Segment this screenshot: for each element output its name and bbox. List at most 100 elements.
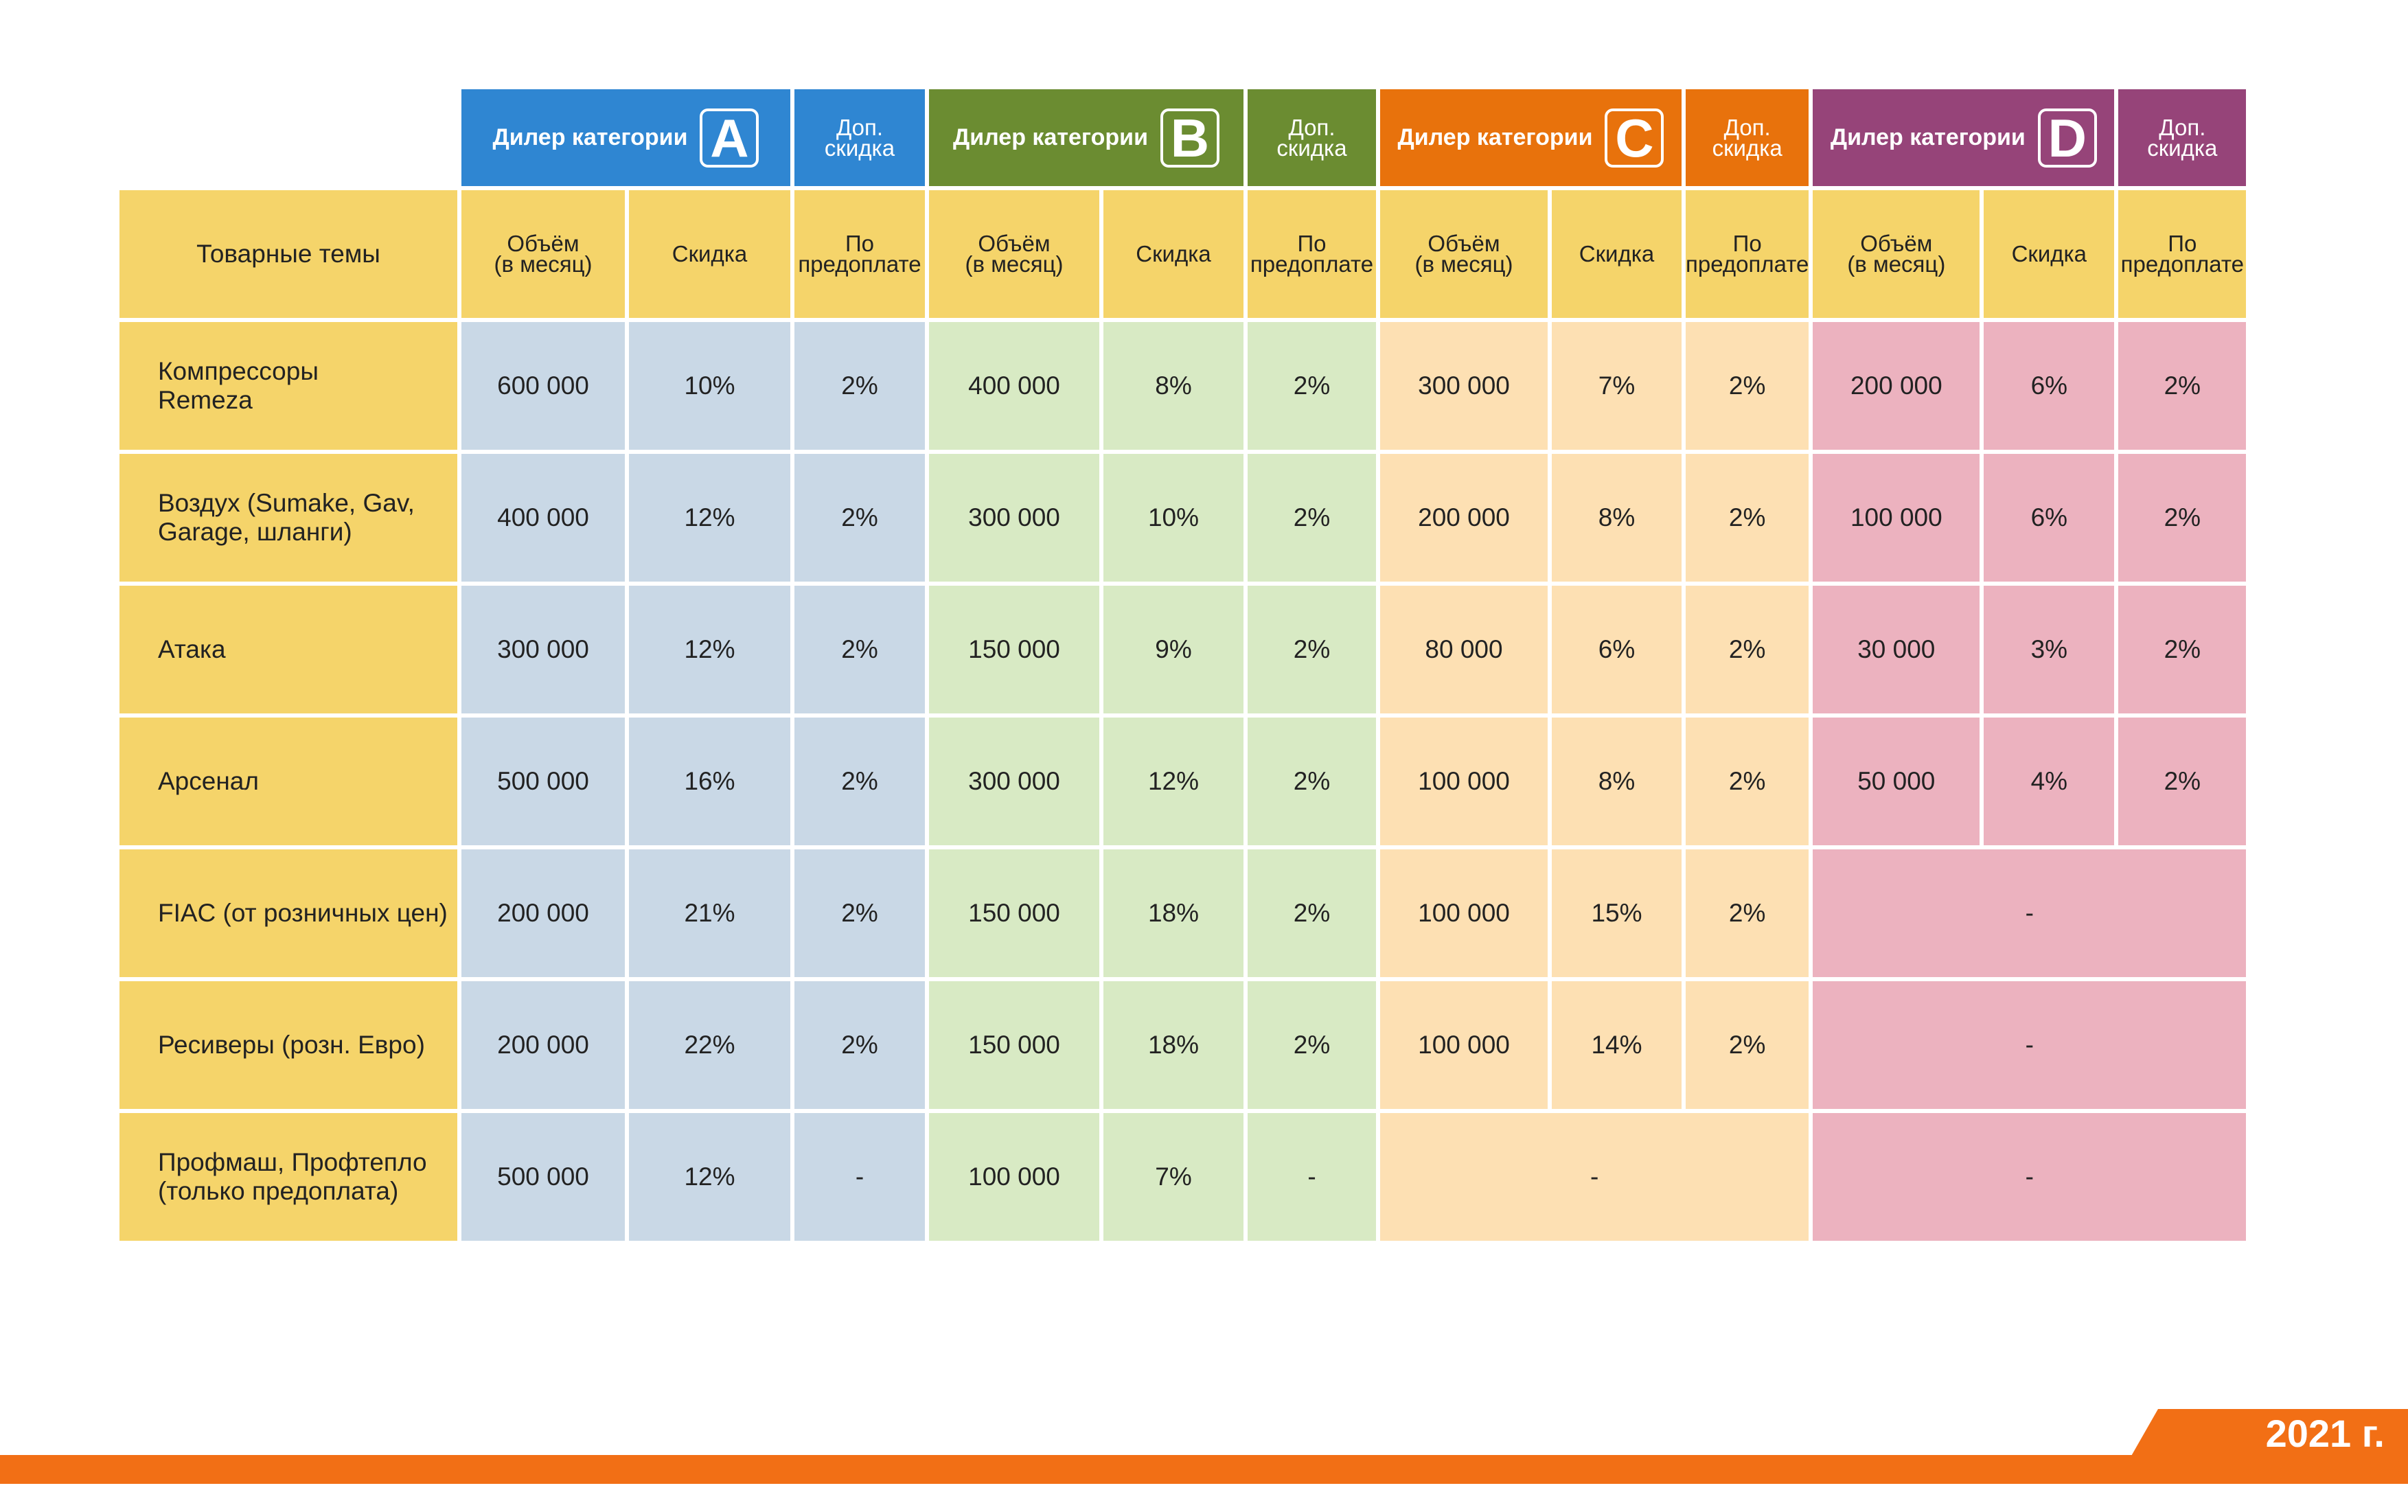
merged-empty-cell: - (1813, 1113, 2247, 1241)
table-row: Компрессоры Remeza 600 000 10% 2% 400 000… (119, 322, 2247, 450)
data-cell: 8% (1103, 322, 1243, 450)
category-a-header: Дилер категории A (461, 89, 790, 186)
data-cell: 2% (1248, 718, 1376, 845)
data-cell: 2% (2118, 718, 2247, 845)
data-cell: 12% (1103, 718, 1243, 845)
dealer-discount-table: Дилер категории A Доп. скидка Дилер кате… (115, 85, 2250, 1245)
data-cell: 100 000 (929, 1113, 1099, 1241)
data-cell: 14% (1552, 981, 1682, 1109)
table-row: Воздух (Sumake, Gav, Garage, шланги) 400 … (119, 454, 2247, 582)
volume-header: Объём (в месяц) (929, 190, 1099, 318)
data-cell: 7% (1103, 1113, 1243, 1241)
data-cell: 50 000 (1813, 718, 1980, 845)
data-cell: 2% (1686, 981, 1809, 1109)
product-topic-cell: Компрессоры Remeza (119, 322, 457, 450)
data-cell: 21% (629, 849, 790, 977)
category-b-extra-discount: Доп. скидка (1248, 89, 1376, 186)
data-cell: 150 000 (929, 849, 1099, 977)
product-topic-cell: Арсенал (119, 718, 457, 845)
data-cell: 16% (629, 718, 790, 845)
data-cell: 12% (629, 586, 790, 713)
data-cell: 2% (1248, 586, 1376, 713)
prepay-header: По предоплате (1686, 190, 1809, 318)
data-cell: 2% (1248, 849, 1376, 977)
data-cell: 9% (1103, 586, 1243, 713)
table-row: Ресиверы (розн. Евро) 200 000 22% 2% 150… (119, 981, 2247, 1109)
table-row: Профмаш, Профтепло (только предоплата) 50… (119, 1113, 2247, 1241)
merged-empty-cell: - (1813, 849, 2247, 977)
data-cell: 2% (1686, 322, 1809, 450)
data-cell: 15% (1552, 849, 1682, 977)
data-cell: 2% (794, 454, 925, 582)
data-cell: 300 000 (461, 586, 625, 713)
data-cell: 7% (1552, 322, 1682, 450)
volume-header: Объём (в месяц) (1380, 190, 1548, 318)
data-cell: 100 000 (1380, 849, 1548, 977)
data-cell: 30 000 (1813, 586, 1980, 713)
data-cell: 200 000 (1380, 454, 1548, 582)
product-topic-cell: Воздух (Sumake, Gav, Garage, шланги) (119, 454, 457, 582)
data-cell: 3% (1984, 586, 2115, 713)
data-cell: 200 000 (461, 849, 625, 977)
data-cell: 6% (1984, 454, 2115, 582)
data-cell: - (794, 1113, 925, 1241)
data-cell: 4% (1984, 718, 2115, 845)
data-cell: 300 000 (1380, 322, 1548, 450)
data-cell: 6% (1984, 322, 2115, 450)
data-cell: 10% (629, 322, 790, 450)
category-a-title: Дилер категории (492, 124, 688, 150)
merged-empty-cell: - (1813, 981, 2247, 1109)
data-cell: 400 000 (461, 454, 625, 582)
data-cell: 150 000 (929, 981, 1099, 1109)
year-label: 2021 г. (2265, 1411, 2385, 1455)
category-a-extra-discount: Доп. скидка (794, 89, 925, 186)
discount-header: Скидка (629, 190, 790, 318)
data-cell: 100 000 (1813, 454, 1980, 582)
category-c-header: Дилер категории C (1380, 89, 1682, 186)
data-cell: 2% (1248, 981, 1376, 1109)
data-cell: 500 000 (461, 1113, 625, 1241)
topic-column-header: Товарные темы (119, 190, 457, 318)
category-b-badge: B (1160, 108, 1219, 168)
table-row: Атака 300 000 12% 2% 150 000 9% 2% 80 00… (119, 586, 2247, 713)
data-cell: 200 000 (1813, 322, 1980, 450)
data-cell: 300 000 (929, 454, 1099, 582)
column-header-row: Товарные темы Объём (в месяц) Скидка По пр… (119, 190, 2247, 318)
table-row: FIAC (от розничных цен) 200 000 21% 2% 1… (119, 849, 2247, 977)
category-d-badge: D (2037, 108, 2097, 168)
discount-header: Скидка (1984, 190, 2115, 318)
prepay-header: По предоплате (1248, 190, 1376, 318)
data-cell: 2% (2118, 454, 2247, 582)
data-cell: 2% (1686, 586, 1809, 713)
data-cell: 80 000 (1380, 586, 1548, 713)
data-cell: 8% (1552, 454, 1682, 582)
prepay-header: По предоплате (2118, 190, 2247, 318)
category-d-title: Дилер категории (1830, 124, 2026, 150)
data-cell: 10% (1103, 454, 1243, 582)
data-cell: 200 000 (461, 981, 625, 1109)
category-c-extra-discount: Доп. скидка (1686, 89, 1809, 186)
category-c-title: Дилер категории (1397, 124, 1593, 150)
product-topic-cell: Профмаш, Профтепло (только предоплата) (119, 1113, 457, 1241)
data-cell: 2% (2118, 586, 2247, 713)
category-d-header: Дилер категории D (1813, 89, 2115, 186)
category-c-badge: C (1605, 108, 1664, 168)
data-cell: 2% (1686, 718, 1809, 845)
data-cell: 100 000 (1380, 981, 1548, 1109)
data-cell: 12% (629, 454, 790, 582)
data-cell: 2% (794, 718, 925, 845)
table-row: Арсенал 500 000 16% 2% 300 000 12% 2% 10… (119, 718, 2247, 845)
product-topic-cell: Ресиверы (розн. Евро) (119, 981, 457, 1109)
discount-header: Скидка (1103, 190, 1243, 318)
data-cell: 12% (629, 1113, 790, 1241)
merged-empty-cell: - (1380, 1113, 1809, 1241)
data-cell: 2% (794, 322, 925, 450)
data-cell: 300 000 (929, 718, 1099, 845)
data-cell: 2% (1248, 322, 1376, 450)
data-cell: 2% (794, 849, 925, 977)
data-cell: 2% (794, 981, 925, 1109)
data-cell: 2% (1686, 454, 1809, 582)
category-b-title: Дилер категории (953, 124, 1148, 150)
category-b-header: Дилер категории B (929, 89, 1243, 186)
data-cell: 100 000 (1380, 718, 1548, 845)
